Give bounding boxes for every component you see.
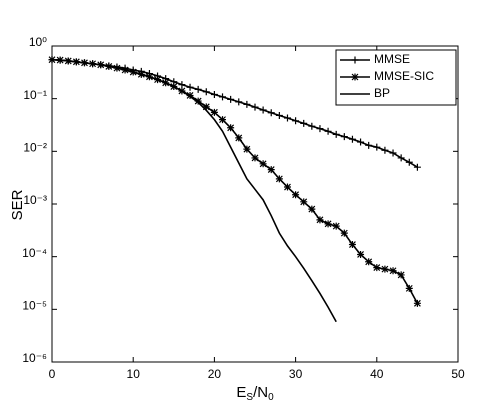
marker xyxy=(186,91,194,99)
x-tick-label: 20 xyxy=(208,367,222,381)
marker xyxy=(332,130,340,138)
marker xyxy=(267,166,275,174)
marker xyxy=(405,284,413,292)
marker xyxy=(259,160,267,168)
marker xyxy=(357,250,365,258)
marker xyxy=(259,106,267,114)
series-line xyxy=(51,58,337,323)
marker xyxy=(235,98,243,106)
marker xyxy=(389,149,397,157)
y-axis-label: SER xyxy=(9,189,26,220)
marker xyxy=(357,138,365,146)
marker xyxy=(397,271,405,279)
legend-label: MMSE-SIC xyxy=(374,69,434,83)
x-tick-label: 50 xyxy=(451,367,465,381)
marker xyxy=(283,183,291,191)
series-line xyxy=(51,58,418,168)
marker xyxy=(340,229,348,237)
marker xyxy=(413,163,421,171)
x-tick-label: 0 xyxy=(49,367,56,381)
marker xyxy=(389,267,397,275)
marker xyxy=(324,220,332,228)
x-axis-label: ES/N0 xyxy=(236,384,274,403)
marker xyxy=(243,100,251,108)
marker xyxy=(292,191,300,199)
y-tick-label: 10⁻³ xyxy=(23,193,47,207)
legend-label: BP xyxy=(374,86,390,100)
marker xyxy=(210,108,218,116)
marker xyxy=(365,258,373,266)
marker xyxy=(219,93,227,101)
marker xyxy=(373,143,381,151)
marker xyxy=(413,299,421,307)
y-tick-label: 10⁻⁵ xyxy=(22,299,47,313)
marker xyxy=(340,133,348,141)
y-tick-label: 10⁻⁶ xyxy=(22,351,47,365)
marker xyxy=(348,241,356,249)
marker xyxy=(373,264,381,272)
marker xyxy=(210,90,218,98)
marker xyxy=(405,158,413,166)
marker xyxy=(251,103,259,111)
marker xyxy=(348,135,356,143)
marker xyxy=(219,116,227,124)
marker xyxy=(308,205,316,213)
marker xyxy=(316,216,324,224)
marker xyxy=(178,81,186,89)
marker xyxy=(194,97,202,105)
marker xyxy=(351,73,359,81)
y-tick-label: 10⁻² xyxy=(23,141,47,155)
x-tick-label: 10 xyxy=(127,367,141,381)
marker xyxy=(283,114,291,122)
marker xyxy=(351,56,359,64)
marker xyxy=(48,56,56,64)
marker xyxy=(365,141,373,149)
marker xyxy=(332,222,340,230)
marker xyxy=(381,265,389,273)
marker xyxy=(397,154,405,162)
marker xyxy=(251,154,259,162)
x-tick-label: 40 xyxy=(370,367,384,381)
marker xyxy=(308,122,316,130)
marker xyxy=(227,124,235,132)
marker xyxy=(275,175,283,183)
marker xyxy=(227,95,235,103)
marker xyxy=(202,103,210,111)
marker xyxy=(186,83,194,91)
y-tick-label: 10⁻¹ xyxy=(23,88,47,102)
marker xyxy=(381,146,389,154)
x-label-part: S xyxy=(246,392,253,403)
marker xyxy=(267,109,275,117)
marker xyxy=(243,145,251,153)
y-tick-label: 10⁰ xyxy=(29,35,47,49)
marker xyxy=(300,119,308,127)
y-tick-label: 10⁻⁴ xyxy=(22,246,47,260)
marker xyxy=(202,88,210,96)
marker xyxy=(235,134,243,142)
x-label-part: /N xyxy=(253,384,268,401)
marker xyxy=(316,125,324,133)
marker xyxy=(300,198,308,206)
marker xyxy=(292,117,300,125)
marker xyxy=(324,127,332,135)
x-label-part: E xyxy=(236,384,246,401)
x-label-part: 0 xyxy=(268,392,274,403)
marker xyxy=(275,111,283,119)
legend-label: MMSE xyxy=(374,52,410,66)
marker xyxy=(194,85,202,93)
x-tick-label: 30 xyxy=(289,367,303,381)
